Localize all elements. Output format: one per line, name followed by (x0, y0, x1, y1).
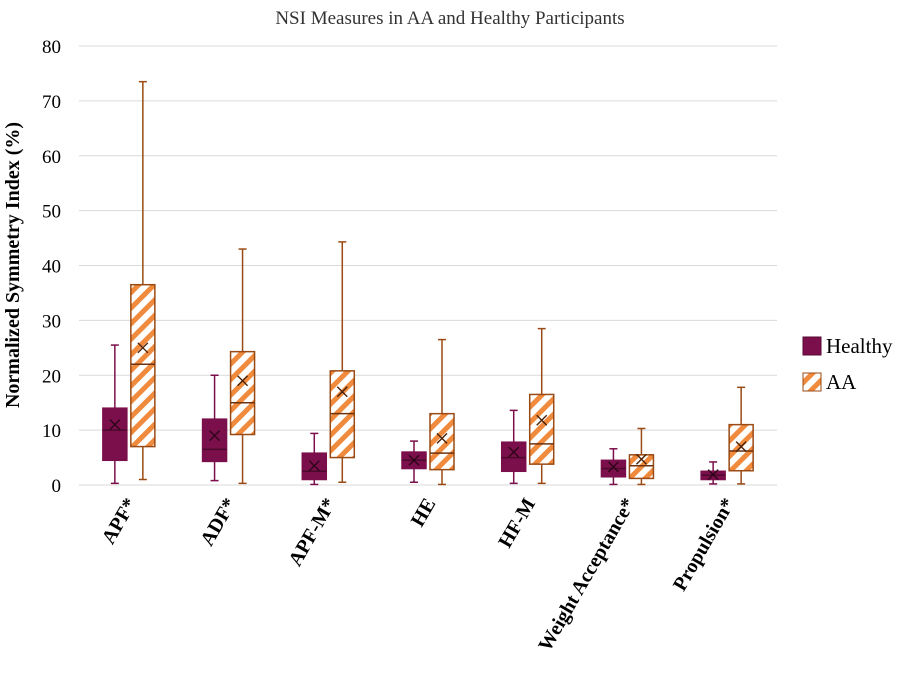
iqr-box (130, 283, 156, 448)
y-tick-label: 0 (52, 476, 62, 497)
mean-marker (536, 414, 548, 426)
y-tick-label: 40 (42, 257, 61, 278)
iqr-box (528, 393, 555, 465)
box-healthy (401, 440, 427, 484)
mean-marker (308, 460, 320, 472)
legend-swatch-healthy (802, 336, 822, 356)
box-aa (728, 386, 754, 485)
iqr-box (628, 454, 655, 480)
mean-marker (237, 375, 249, 387)
x-tick-label: ADF* (196, 495, 241, 550)
iqr-box (728, 423, 754, 472)
box-aa (329, 241, 356, 484)
box-aa (229, 248, 256, 485)
box-aa (429, 338, 455, 486)
iqr-box (429, 412, 455, 471)
x-tick-label: APF-M* (284, 495, 340, 570)
x-tick-label: HE (407, 495, 441, 531)
box-healthy (301, 432, 328, 486)
mean-marker (109, 419, 121, 431)
mean-marker (607, 461, 619, 473)
iqr-box (201, 418, 228, 463)
mean-marker (336, 386, 348, 398)
box-healthy (201, 374, 228, 482)
mean-marker (508, 446, 520, 458)
mean-marker (408, 454, 420, 466)
chart-title: NSI Measures in AA and Healthy Participa… (275, 8, 624, 29)
grid-lines (79, 45, 777, 486)
box-healthy (500, 409, 527, 485)
mean-marker (436, 432, 448, 444)
y-tick-labels: 0 10 20 30 40 50 60 70 80 (42, 37, 61, 497)
y-tick-label: 20 (42, 366, 61, 387)
x-tick-label: Propulsion* (669, 495, 740, 595)
legend-label-healthy: Healthy (826, 334, 893, 358)
iqr-box (229, 350, 256, 436)
iqr-box (500, 441, 527, 473)
box-aa (628, 427, 655, 486)
x-tick-label: APF* (98, 495, 141, 548)
y-axis-label: Normalized Symmetry Index (%) (2, 122, 24, 408)
x-tick-label: HF-M (494, 494, 540, 551)
x-tick-label: Weight Acceptance* (534, 495, 639, 656)
mean-marker (707, 469, 719, 481)
mean-marker (635, 453, 647, 465)
box-aa (528, 327, 555, 485)
box-healthy (102, 344, 128, 485)
y-tick-label: 70 (42, 92, 61, 113)
mean-marker (137, 342, 149, 354)
y-tick-label: 60 (42, 147, 61, 168)
legend-swatch-aa (802, 372, 822, 392)
y-tick-label: 50 (42, 202, 61, 223)
box-aa (130, 80, 156, 481)
box-series (102, 80, 754, 486)
iqr-box (102, 407, 128, 462)
legend-label-aa: AA (826, 370, 857, 394)
legend: Healthy AA (802, 334, 893, 394)
y-tick-label: 30 (42, 311, 61, 332)
mean-marker (209, 430, 221, 442)
y-tick-label: 80 (42, 37, 61, 58)
box-healthy (600, 448, 627, 486)
mean-marker (735, 441, 747, 453)
box-healthy (700, 461, 726, 485)
y-tick-label: 10 (42, 421, 61, 442)
